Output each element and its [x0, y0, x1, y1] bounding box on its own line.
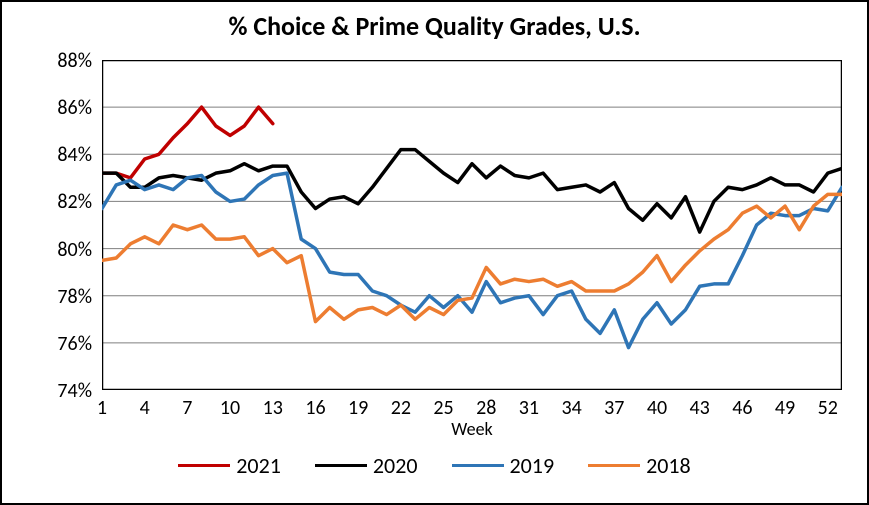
plot-area [102, 60, 842, 390]
chart-frame: % Choice & Prime Quality Grades, U.S. We… [0, 0, 869, 505]
y-tick-label: 76% [57, 332, 92, 356]
legend: 2021 2020 2019 2018 [2, 452, 867, 479]
x-tick-label: 28 [476, 396, 496, 420]
legend-swatch [588, 464, 640, 467]
x-tick-label: 43 [690, 396, 710, 420]
x-tick-label: 4 [140, 396, 150, 420]
chart-title: % Choice & Prime Quality Grades, U.S. [2, 10, 867, 42]
x-axis-label: Week [451, 418, 492, 440]
y-tick-label: 80% [57, 238, 92, 262]
x-tick-label: 40 [647, 396, 667, 420]
y-tick-label: 84% [57, 143, 92, 167]
y-tick-label: 78% [57, 285, 92, 309]
x-tick-label: 10 [220, 396, 240, 420]
legend-swatch [452, 464, 504, 467]
x-tick-label: 37 [604, 396, 624, 420]
x-tick-label: 1 [97, 396, 107, 420]
x-tick-label: 22 [391, 396, 411, 420]
x-tick-label: 46 [732, 396, 752, 420]
y-tick-label: 74% [57, 379, 92, 403]
y-tick-label: 86% [57, 96, 92, 120]
x-tick-label: 19 [348, 396, 368, 420]
legend-label: 2020 [373, 452, 418, 479]
x-tick-label: 52 [818, 396, 838, 420]
legend-label: 2018 [646, 452, 691, 479]
legend-label: 2021 [236, 452, 281, 479]
x-tick-label: 7 [182, 396, 192, 420]
legend-item-2021: 2021 [178, 452, 281, 479]
x-tick-label: 49 [775, 396, 795, 420]
legend-item-2019: 2019 [452, 452, 555, 479]
y-tick-label: 88% [57, 49, 92, 73]
x-tick-label: 25 [433, 396, 453, 420]
x-tick-label: 16 [305, 396, 325, 420]
x-tick-label: 13 [263, 396, 283, 420]
legend-label: 2019 [510, 452, 555, 479]
legend-item-2018: 2018 [588, 452, 691, 479]
legend-swatch [178, 464, 230, 467]
legend-item-2020: 2020 [315, 452, 418, 479]
x-tick-label: 34 [561, 396, 581, 420]
y-tick-label: 82% [57, 190, 92, 214]
legend-swatch [315, 464, 367, 467]
x-tick-label: 31 [519, 396, 539, 420]
chart-svg [102, 60, 842, 390]
